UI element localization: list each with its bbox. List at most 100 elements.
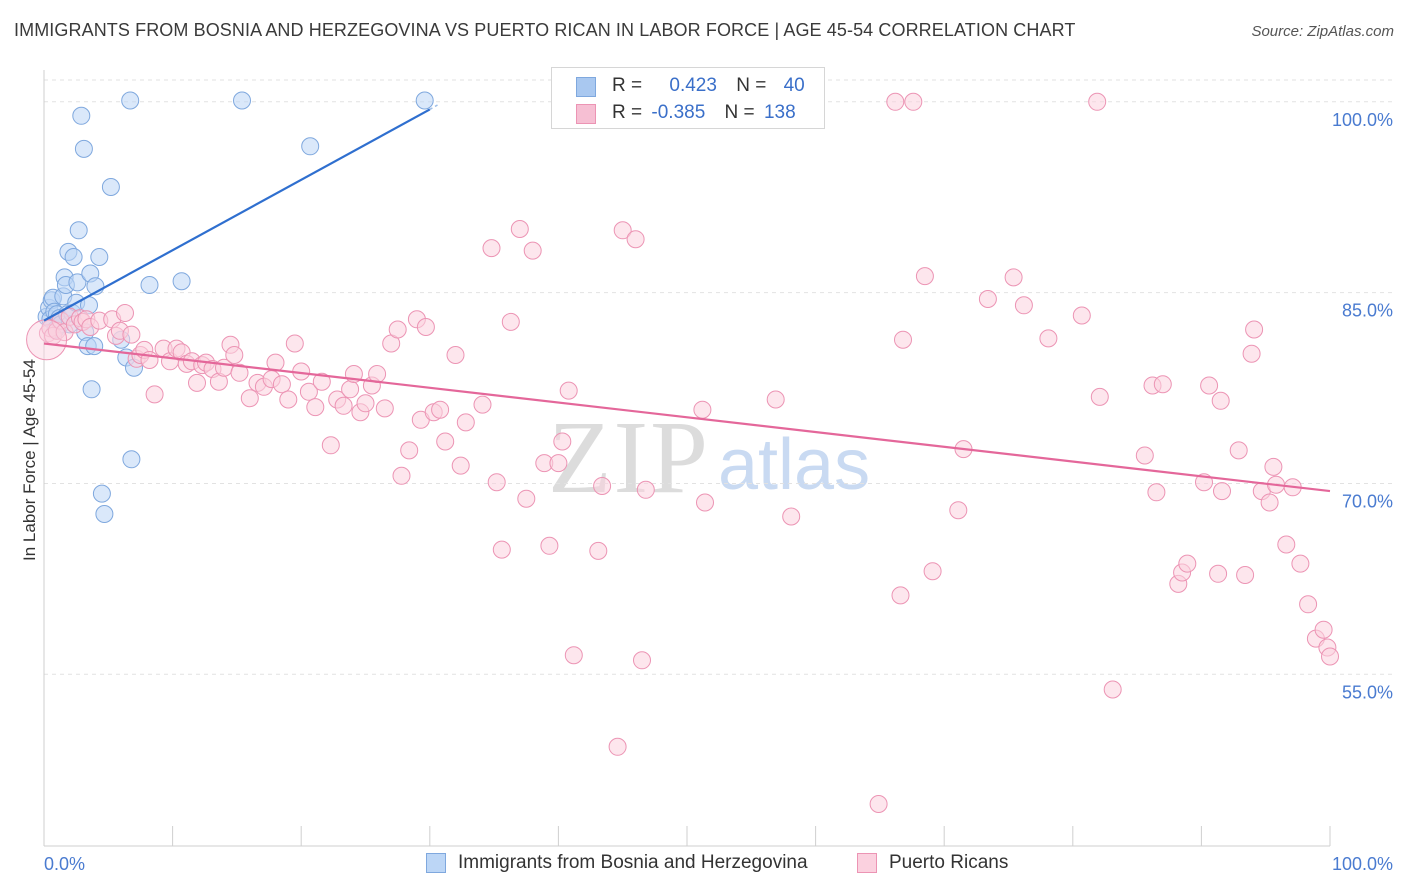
puerto-rican-point: [766, 390, 785, 409]
puerto-rican-point: [633, 651, 651, 670]
x-tick-label-min: 0.0%: [44, 854, 85, 874]
puerto-rican-point: [540, 536, 559, 555]
puerto-rican-point: [225, 346, 244, 364]
bosnia-point: [64, 248, 83, 266]
bosnia-point: [301, 137, 320, 156]
bosnia-point: [72, 106, 91, 125]
puerto-rican-point: [272, 375, 291, 394]
puerto-rican-point: [122, 325, 141, 344]
puerto-rican-point: [1072, 306, 1091, 325]
bottom-legend-swatch-bosnia: [426, 853, 446, 873]
puerto-rican-point: [1213, 482, 1231, 501]
puerto-rican-point: [553, 432, 572, 451]
puerto-rican-point: [188, 373, 206, 392]
puerto-rican-point: [923, 562, 942, 581]
watermark-atlas: atlas: [718, 425, 870, 505]
puerto-rican-point: [431, 400, 450, 419]
puerto-rican-point: [1260, 493, 1279, 512]
puerto-rican-point: [1178, 554, 1197, 573]
puerto-rican-point: [388, 320, 407, 339]
puerto-rican-point: [240, 389, 259, 408]
puerto-rican-point: [1291, 554, 1310, 573]
legend-swatch-bosnia: [576, 77, 596, 97]
y-tick-label: 55.0%: [1342, 682, 1393, 702]
chart-title: IMMIGRANTS FROM BOSNIA AND HERZEGOVINA V…: [14, 20, 1076, 40]
puerto-rican-point: [1209, 564, 1228, 583]
puerto-rican-point: [501, 312, 520, 331]
puerto-rican-point: [523, 241, 542, 260]
puerto-rican-point: [1004, 268, 1023, 287]
puerto-rican-point: [549, 454, 568, 473]
r-label: R =: [612, 102, 643, 123]
puerto-rican-point: [1014, 296, 1033, 315]
bosnia-point: [85, 337, 104, 356]
puerto-rican-point: [1039, 329, 1058, 348]
stats-legend: R = 0.423 N = 40 R = -0.385 N = 138: [551, 67, 825, 129]
y-tick-label: 85.0%: [1342, 301, 1393, 321]
puerto-rican-point: [894, 330, 912, 349]
bosnia-point: [90, 248, 109, 266]
puerto-rican-point: [1321, 647, 1339, 666]
puerto-rican-point: [564, 646, 583, 665]
bosnia-point: [95, 505, 114, 523]
puerto-rican-point: [334, 396, 353, 415]
puerto-rican-point: [589, 541, 608, 560]
bosnia-point: [172, 272, 191, 291]
n-label: N =: [724, 102, 755, 123]
puerto-rican-point: [356, 394, 375, 413]
puerto-rican-point: [1147, 483, 1166, 502]
puerto-rican-point: [626, 230, 645, 249]
legend-swatch-puerto-rican: [576, 104, 596, 124]
puerto-rican-point: [517, 489, 536, 508]
puerto-rican-point: [978, 290, 997, 308]
puerto-rican-point: [915, 267, 934, 286]
puerto-rican-point: [436, 432, 455, 451]
puerto-rican-point: [1090, 387, 1109, 406]
puerto-rican-point: [1277, 535, 1296, 554]
y-tick-label: 100.0%: [1332, 110, 1393, 130]
bosnia-point: [122, 450, 141, 469]
bosnia-point: [121, 91, 140, 110]
puerto-rican-point: [487, 473, 506, 492]
bosnia-point: [140, 276, 159, 294]
bosnia-point: [82, 380, 101, 399]
puerto-rican-point: [446, 346, 465, 364]
puerto-rican-point: [696, 493, 714, 512]
bosnia-point: [92, 484, 111, 503]
puerto-rican-point: [392, 466, 411, 485]
puerto-rican-point: [416, 318, 435, 336]
puerto-rican-point: [904, 92, 923, 111]
puerto-rican-point: [400, 441, 419, 460]
puerto-rican-point: [1088, 92, 1107, 111]
n-label: N =: [736, 75, 767, 96]
puerto-rican-point: [116, 304, 134, 322]
y-tick-label: 70.0%: [1342, 491, 1393, 511]
puerto-rican-point: [693, 400, 712, 419]
bottom-legend-label-bosnia: Immigrants from Bosnia and Herzegovina: [458, 852, 808, 873]
puerto-rican-point: [593, 477, 612, 495]
puerto-rican-point: [312, 372, 331, 391]
puerto-rican-point: [321, 436, 340, 455]
puerto-rican-point: [341, 380, 360, 399]
bosnia-point: [233, 91, 251, 110]
puerto-rican-point: [473, 395, 492, 414]
puerto-rican-point: [1229, 441, 1248, 460]
puerto-rican-point: [1299, 595, 1318, 614]
watermark: ZIP atlas: [548, 400, 870, 515]
n-value-bosnia: 40: [783, 75, 805, 96]
puerto-rican-point: [482, 239, 501, 258]
source-label: Source: ZipAtlas.com: [1251, 23, 1394, 40]
axes: [43, 70, 1331, 847]
n-value-puerto-rican: 138: [763, 102, 796, 123]
puerto-rican-point: [869, 795, 888, 813]
puerto-rican-point: [1245, 320, 1264, 339]
puerto-rican-point: [1314, 620, 1333, 639]
puerto-rican-point: [456, 413, 475, 432]
watermark-zip: ZIP: [548, 400, 710, 515]
puerto-rican-point: [1236, 566, 1255, 584]
puerto-rican-trend-line: [43, 342, 1331, 493]
puerto-rican-cluster-point: [26, 319, 68, 361]
bosnia-point: [415, 91, 434, 110]
puerto-rican-point: [1200, 376, 1219, 395]
